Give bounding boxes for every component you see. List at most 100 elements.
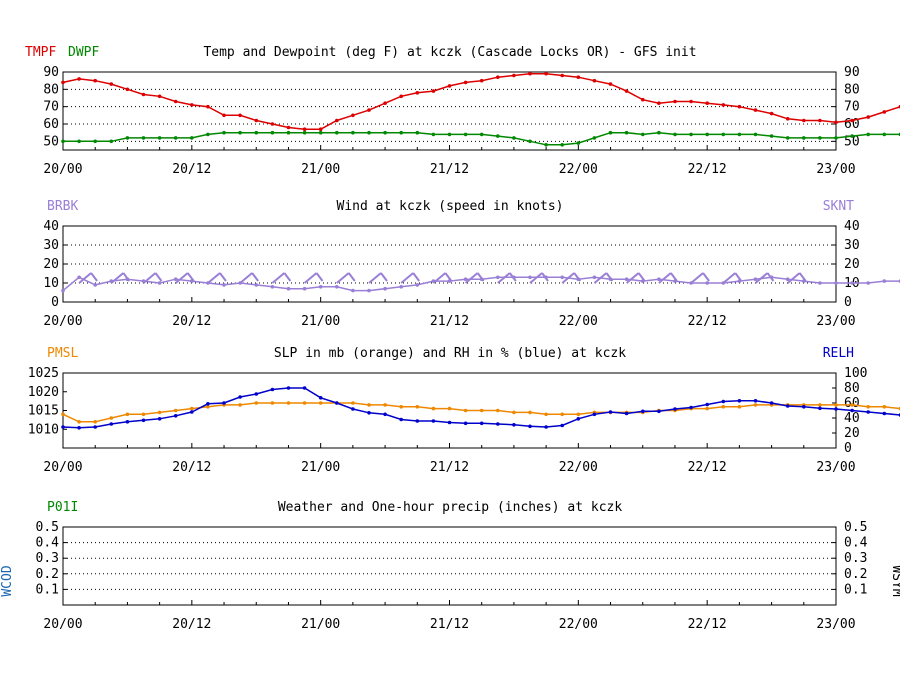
wind-barb-staff (175, 272, 189, 284)
wind-barb-staff (303, 272, 318, 284)
data-point-sknt (351, 288, 355, 293)
data-point-dwpf (270, 130, 275, 135)
data-point-pmsl (737, 405, 742, 409)
data-point-sknt (335, 285, 339, 289)
data-point-sknt (125, 277, 130, 282)
data-point-tmpf (769, 111, 774, 116)
data-point-relh (834, 407, 838, 411)
data-point-tmpf (125, 87, 130, 92)
data-point-relh (785, 404, 790, 408)
chart-panel-1: Temp and Dewpoint (deg F) at kczk (Casca… (25, 45, 900, 177)
data-point-relh (383, 412, 387, 417)
data-point-relh (689, 405, 693, 410)
data-point-pmsl (834, 403, 838, 407)
y-tick-label: 90 (43, 65, 59, 80)
data-point-relh (238, 395, 242, 399)
y-tick-label: 60 (43, 117, 59, 132)
wind-barb (303, 272, 324, 284)
data-point-dwpf (399, 130, 404, 135)
data-point-sknt (157, 281, 162, 285)
data-point-sknt (302, 286, 307, 291)
series-label-sknt: SKNT (823, 199, 854, 214)
x-tick-label: 22/12 (688, 460, 727, 475)
data-point-tmpf (206, 104, 210, 109)
data-point-sknt (592, 275, 597, 280)
y-tick-label: 0.3 (36, 551, 59, 566)
x-tick-label: 22/00 (559, 460, 598, 475)
data-point-relh (93, 425, 97, 429)
data-point-relh (302, 386, 307, 390)
y-tick-label: 0.1 (36, 582, 59, 597)
data-point-tmpf (528, 71, 532, 76)
panel-title: Wind at kczk (speed in knots) (337, 199, 564, 214)
data-point-sknt (689, 281, 693, 285)
data-point-sknt (785, 277, 790, 282)
y-tick-label: 0.2 (36, 567, 59, 582)
data-point-dwpf (367, 130, 371, 135)
data-point-relh (560, 423, 564, 428)
data-point-tmpf (512, 73, 516, 78)
data-point-sknt (415, 283, 420, 287)
y-tick-label: 1025 (28, 366, 59, 381)
wind-barb-flag (347, 272, 356, 282)
data-point-relh (109, 422, 114, 426)
data-point-tmpf (61, 80, 65, 85)
x-tick-label: 22/00 (559, 617, 598, 632)
data-point-sknt (141, 279, 146, 283)
data-point-pmsl (286, 401, 291, 405)
data-point-tmpf (818, 118, 822, 123)
wind-barb-staff (722, 272, 736, 284)
data-point-tmpf (302, 127, 307, 131)
data-point-tmpf (592, 78, 597, 83)
data-point-relh (286, 386, 291, 390)
data-point-dwpf (93, 139, 97, 144)
data-point-tmpf (173, 99, 178, 104)
data-point-tmpf (77, 77, 81, 81)
x-tick-label: 20/00 (43, 617, 82, 632)
data-point-pmsl (190, 406, 194, 411)
data-point-pmsl (383, 403, 387, 407)
data-point-relh (335, 401, 339, 405)
data-point-dwpf (657, 130, 661, 135)
data-point-sknt (882, 279, 887, 283)
y2-tick-label: 80 (844, 381, 860, 396)
data-point-sknt (222, 283, 226, 287)
data-point-pmsl (141, 412, 146, 417)
data-point-relh (206, 402, 210, 406)
y-tick-label: 80 (43, 82, 59, 97)
data-point-tmpf (141, 92, 146, 97)
data-point-relh (61, 425, 65, 429)
data-point-relh (673, 407, 677, 411)
data-point-sknt (431, 279, 436, 283)
data-point-tmpf (866, 115, 870, 119)
data-point-pmsl (270, 401, 275, 405)
y-tick-label-right: 40 (844, 219, 860, 234)
data-point-tmpf (286, 125, 291, 130)
data-point-pmsl (206, 405, 210, 409)
data-point-sknt (93, 283, 97, 287)
y-tick-label: 30 (43, 238, 59, 253)
wind-barb (207, 272, 227, 284)
data-point-sknt (737, 279, 742, 283)
data-point-dwpf (721, 132, 726, 137)
y-tick-label: 0.5 (36, 520, 59, 535)
x-tick-label: 22/12 (688, 162, 727, 177)
data-point-dwpf (141, 136, 146, 140)
y-tick-label: 20 (43, 257, 59, 272)
data-point-tmpf (624, 89, 629, 93)
data-point-tmpf (834, 120, 838, 125)
data-point-pmsl (61, 412, 65, 417)
data-point-relh (367, 411, 371, 415)
data-point-pmsl (254, 401, 259, 405)
data-point-dwpf (528, 139, 532, 144)
data-point-tmpf (318, 127, 323, 131)
data-point-pmsl (77, 420, 81, 424)
data-point-tmpf (254, 118, 259, 123)
y-tick-label-right: 80 (844, 82, 860, 97)
y-tick-label: 40 (43, 219, 59, 234)
data-point-dwpf (802, 136, 806, 140)
wind-barb-staff (336, 272, 350, 284)
data-point-sknt (173, 277, 178, 282)
data-point-relh (737, 399, 742, 403)
